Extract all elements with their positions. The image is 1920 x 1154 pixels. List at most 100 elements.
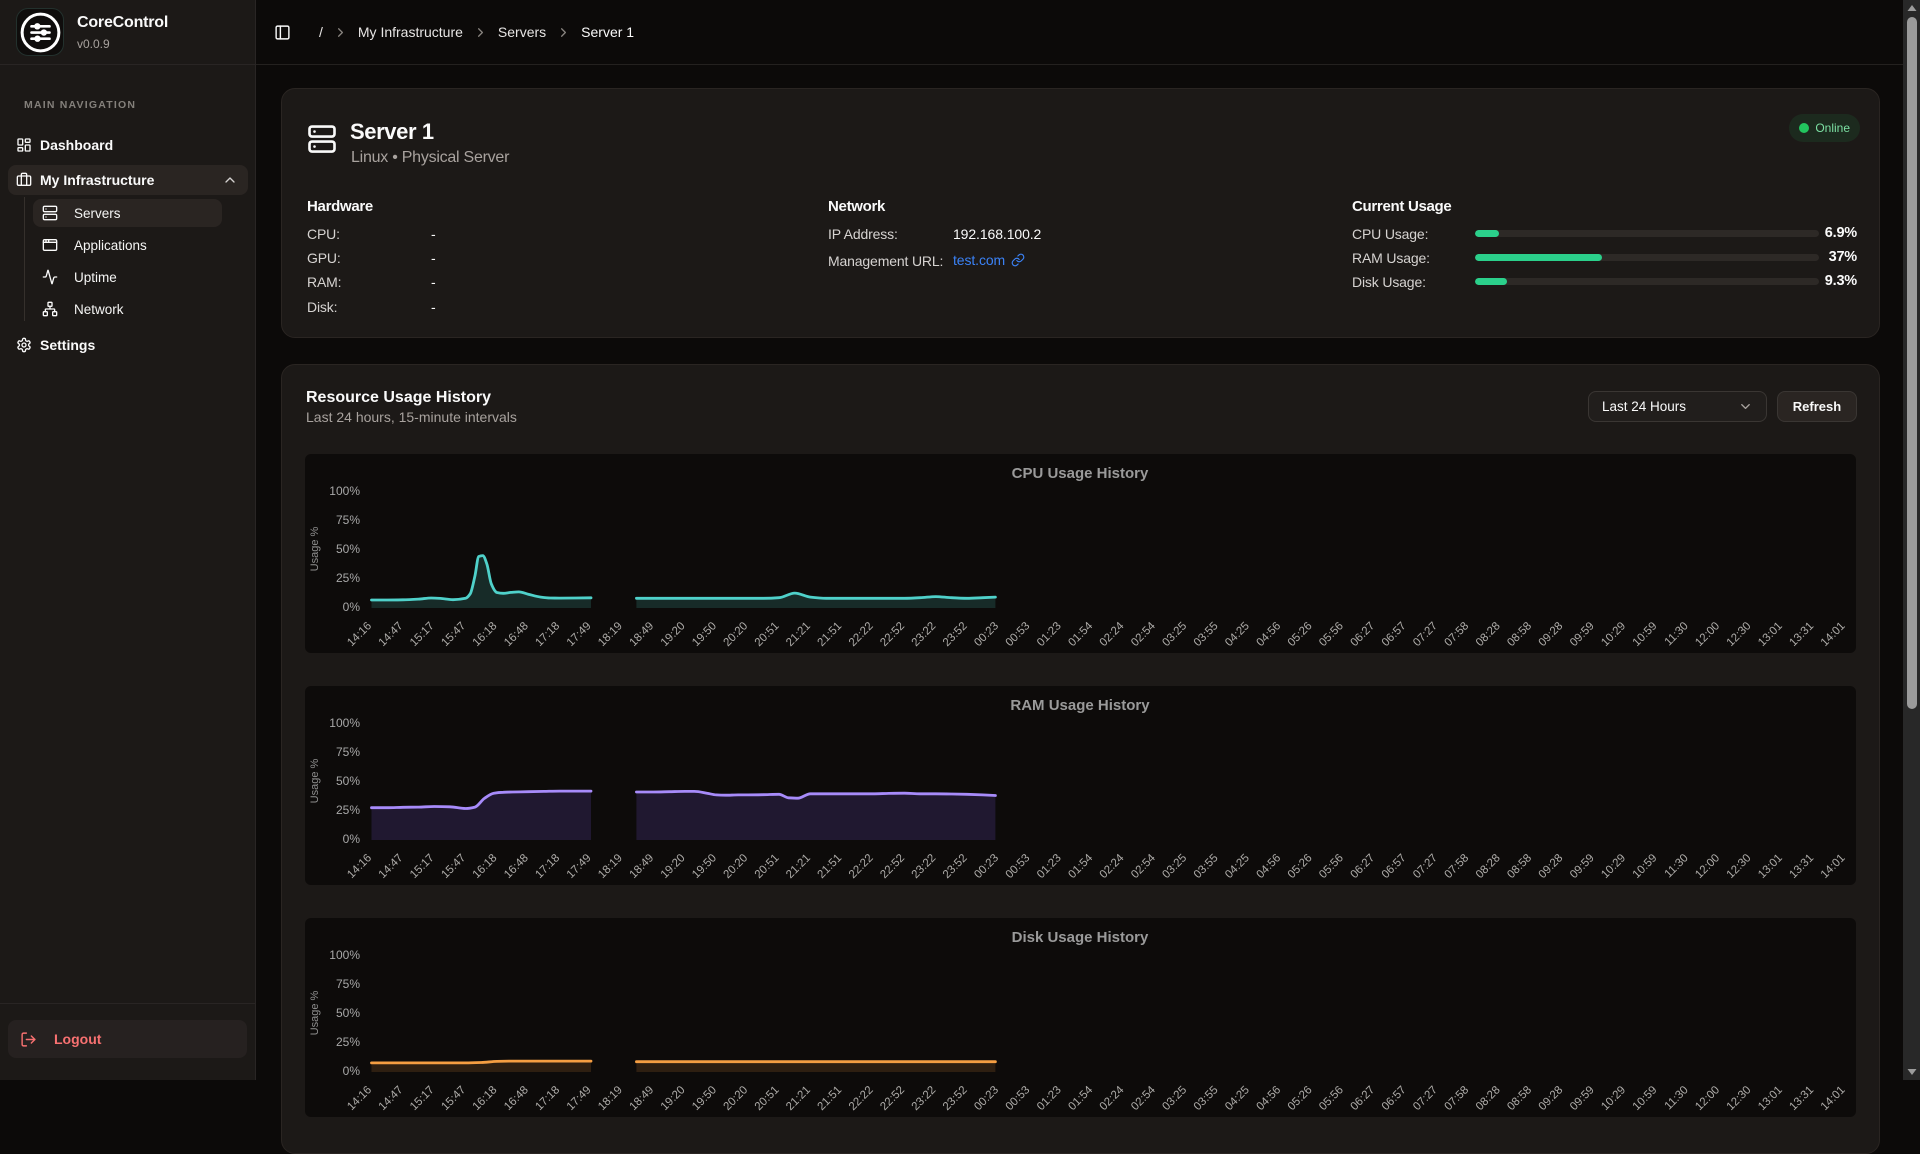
svg-text:13:31: 13:31 [1787, 852, 1816, 881]
svg-text:04:56: 04:56 [1254, 620, 1283, 649]
svg-text:05:26: 05:26 [1286, 1084, 1315, 1113]
svg-text:21:21: 21:21 [784, 1084, 813, 1113]
svg-text:14:16: 14:16 [345, 620, 374, 649]
svg-text:Usage %: Usage % [309, 990, 321, 1035]
svg-text:50%: 50% [336, 1006, 360, 1020]
svg-text:22:52: 22:52 [878, 620, 907, 649]
svg-text:07:27: 07:27 [1411, 620, 1440, 649]
svg-text:02:54: 02:54 [1129, 852, 1158, 881]
svg-text:23:52: 23:52 [941, 620, 970, 649]
svg-text:03:55: 03:55 [1192, 620, 1221, 649]
svg-text:01:23: 01:23 [1035, 620, 1064, 649]
svg-text:09:28: 09:28 [1537, 620, 1566, 649]
svg-text:07:58: 07:58 [1442, 620, 1471, 649]
svg-text:11:30: 11:30 [1663, 852, 1691, 880]
svg-text:18:49: 18:49 [627, 852, 656, 881]
svg-text:100%: 100% [329, 716, 360, 730]
svg-text:10:59: 10:59 [1631, 852, 1660, 881]
svg-text:19:50: 19:50 [690, 852, 719, 881]
svg-text:13:31: 13:31 [1787, 620, 1816, 649]
svg-text:12:00: 12:00 [1693, 1084, 1722, 1113]
svg-text:100%: 100% [329, 484, 360, 498]
svg-text:07:27: 07:27 [1411, 1084, 1440, 1113]
svg-text:20:20: 20:20 [721, 1084, 750, 1113]
svg-text:23:22: 23:22 [910, 852, 939, 881]
svg-text:19:20: 19:20 [659, 852, 688, 881]
svg-text:23:22: 23:22 [910, 1084, 939, 1113]
svg-text:09:59: 09:59 [1568, 620, 1597, 649]
svg-text:13:01: 13:01 [1756, 1084, 1785, 1113]
svg-text:20:20: 20:20 [721, 852, 750, 881]
svg-text:01:54: 01:54 [1066, 620, 1095, 649]
svg-text:03:55: 03:55 [1192, 852, 1221, 881]
svg-text:08:58: 08:58 [1505, 620, 1534, 649]
svg-text:23:52: 23:52 [941, 1084, 970, 1113]
svg-text:12:30: 12:30 [1725, 620, 1754, 649]
svg-text:02:24: 02:24 [1098, 852, 1127, 881]
svg-text:10:59: 10:59 [1631, 1084, 1660, 1113]
svg-text:02:24: 02:24 [1098, 620, 1127, 649]
svg-text:23:52: 23:52 [941, 852, 970, 881]
svg-text:17:18: 17:18 [533, 852, 562, 881]
svg-text:10:29: 10:29 [1599, 1084, 1628, 1113]
svg-text:22:22: 22:22 [847, 852, 876, 881]
svg-text:20:20: 20:20 [721, 620, 750, 649]
svg-text:13:01: 13:01 [1756, 852, 1785, 881]
svg-text:17:18: 17:18 [533, 1084, 562, 1113]
svg-text:09:59: 09:59 [1568, 1084, 1597, 1113]
svg-text:12:30: 12:30 [1725, 1084, 1754, 1113]
svg-text:05:26: 05:26 [1286, 852, 1315, 881]
svg-text:07:27: 07:27 [1411, 852, 1440, 881]
svg-text:11:30: 11:30 [1663, 1084, 1691, 1112]
svg-text:04:25: 04:25 [1223, 620, 1252, 649]
svg-text:21:51: 21:51 [815, 620, 844, 649]
svg-text:18:49: 18:49 [627, 620, 656, 649]
svg-text:08:28: 08:28 [1474, 620, 1503, 649]
svg-text:16:18: 16:18 [471, 620, 500, 649]
svg-text:11:30: 11:30 [1663, 620, 1691, 648]
svg-text:20:51: 20:51 [753, 852, 782, 881]
svg-text:16:48: 16:48 [502, 1084, 531, 1113]
svg-text:16:48: 16:48 [502, 852, 531, 881]
svg-text:21:51: 21:51 [815, 852, 844, 881]
svg-text:25%: 25% [336, 803, 360, 817]
svg-text:06:57: 06:57 [1380, 620, 1409, 649]
svg-text:18:49: 18:49 [627, 1084, 656, 1113]
svg-text:10:29: 10:29 [1599, 620, 1628, 649]
svg-text:01:54: 01:54 [1066, 852, 1095, 881]
svg-text:CPU Usage History: CPU Usage History [1012, 465, 1149, 482]
svg-text:22:22: 22:22 [847, 1084, 876, 1113]
svg-text:19:50: 19:50 [690, 1084, 719, 1113]
svg-text:20:51: 20:51 [753, 620, 782, 649]
svg-text:21:51: 21:51 [815, 1084, 844, 1113]
svg-text:RAM Usage History: RAM Usage History [1010, 697, 1150, 714]
svg-text:15:17: 15:17 [408, 1084, 437, 1113]
svg-text:15:47: 15:47 [439, 1084, 468, 1113]
svg-text:0%: 0% [343, 832, 361, 846]
svg-text:04:56: 04:56 [1254, 852, 1283, 881]
svg-text:14:16: 14:16 [345, 852, 374, 881]
svg-text:16:48: 16:48 [502, 620, 531, 649]
svg-text:18:19: 18:19 [596, 620, 625, 649]
svg-text:08:58: 08:58 [1505, 852, 1534, 881]
svg-text:04:56: 04:56 [1254, 1084, 1283, 1113]
svg-text:02:54: 02:54 [1129, 1084, 1158, 1113]
svg-text:01:54: 01:54 [1066, 1084, 1095, 1113]
svg-text:75%: 75% [336, 745, 360, 759]
svg-text:15:17: 15:17 [408, 620, 437, 649]
svg-text:21:21: 21:21 [784, 620, 813, 649]
svg-text:19:50: 19:50 [690, 620, 719, 649]
svg-text:12:00: 12:00 [1693, 620, 1722, 649]
svg-text:09:28: 09:28 [1537, 1084, 1566, 1113]
svg-text:02:54: 02:54 [1129, 620, 1158, 649]
svg-text:15:47: 15:47 [439, 852, 468, 881]
svg-text:00:23: 00:23 [972, 1084, 1001, 1113]
svg-text:09:59: 09:59 [1568, 852, 1597, 881]
svg-text:14:47: 14:47 [377, 620, 406, 649]
svg-text:06:27: 06:27 [1348, 1084, 1377, 1113]
svg-text:01:23: 01:23 [1035, 852, 1064, 881]
svg-text:01:23: 01:23 [1035, 1084, 1064, 1113]
svg-text:14:01: 14:01 [1819, 852, 1848, 881]
svg-text:Usage %: Usage % [309, 526, 321, 571]
svg-text:06:27: 06:27 [1348, 620, 1377, 649]
